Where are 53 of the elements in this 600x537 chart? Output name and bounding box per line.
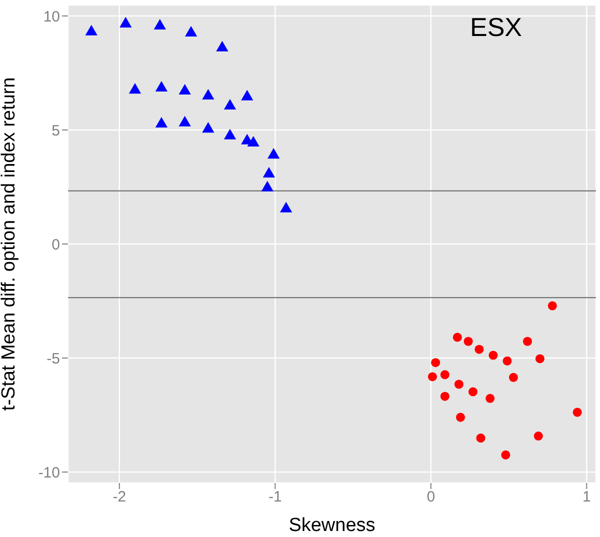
point (534, 432, 543, 441)
x-tick-label: -2 (112, 488, 126, 506)
point (202, 88, 214, 100)
point (454, 380, 464, 389)
point (247, 136, 260, 146)
point (572, 408, 582, 417)
point (178, 116, 191, 126)
x-tick-label: 1 (582, 488, 591, 506)
point (468, 387, 478, 396)
point (440, 392, 450, 401)
point (154, 18, 166, 30)
point (431, 358, 440, 368)
point (476, 434, 486, 443)
point (155, 80, 168, 92)
x-tick-label: -1 (268, 488, 282, 506)
point (501, 450, 510, 460)
point (535, 354, 544, 364)
point (502, 356, 512, 366)
y-tick-label: 10 (43, 8, 60, 26)
point (224, 128, 236, 140)
point (522, 336, 532, 346)
point (85, 24, 98, 36)
point (128, 83, 142, 94)
point (488, 350, 498, 360)
point (464, 336, 473, 346)
annotation: ESX (470, 12, 522, 43)
point (178, 84, 191, 94)
point (456, 412, 466, 422)
point (184, 26, 198, 37)
y-tick-label: 0 (52, 236, 60, 254)
point (224, 99, 236, 110)
point (548, 301, 557, 310)
point (508, 372, 518, 382)
point (268, 148, 280, 159)
point (428, 372, 437, 382)
x-tick-label: 0 (426, 488, 436, 506)
y-tick-label: -5 (46, 350, 60, 368)
y-tick-label: 5 (52, 122, 60, 140)
point (440, 370, 450, 380)
point (280, 202, 292, 212)
point (155, 117, 168, 128)
point (216, 40, 228, 52)
point (120, 16, 132, 28)
point (241, 90, 254, 100)
point (261, 180, 274, 192)
x-axis-title: Skewness (288, 515, 376, 536)
point (202, 122, 214, 133)
point (452, 332, 462, 342)
point (474, 344, 484, 354)
y-tick-label: -10 (38, 464, 60, 482)
y-axis-title: t-Stat Mean diff. option and index return (0, 77, 20, 411)
point (262, 166, 275, 178)
point (486, 394, 495, 403)
